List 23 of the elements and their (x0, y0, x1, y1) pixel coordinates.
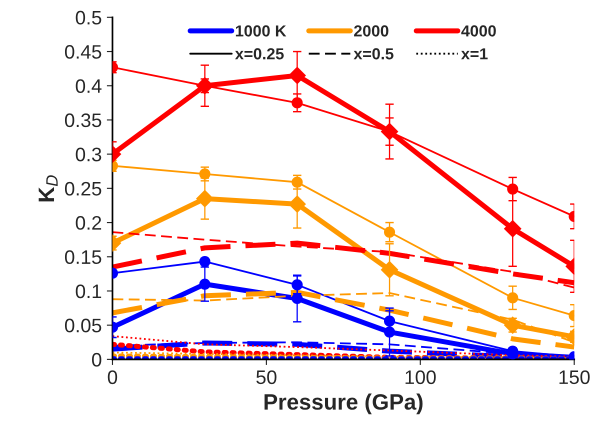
y-tick-label: 0.05 (64, 318, 102, 332)
y-tick-label: 0.2 (76, 216, 102, 230)
y-tick-label: 0.4 (76, 79, 102, 93)
y-tick-label: 0.25 (64, 182, 102, 196)
annotation: x=1 (461, 48, 488, 60)
y-tick-label: 0.15 (64, 250, 102, 264)
annotation: x=0.5 (354, 48, 394, 60)
annotation: x=0.25 (235, 48, 284, 60)
y-axis-title: K$_{D}$ (38, 175, 58, 202)
legend-label: 4000 (461, 25, 496, 37)
x-tick-label: 150 (560, 370, 590, 384)
x-tick-label: 0 (108, 370, 118, 384)
y-tick-label: 0 (92, 352, 102, 367)
y-tick-label: 0.3 (76, 148, 102, 162)
x-tick-label: 100 (406, 370, 436, 384)
y-tick-label: 0.45 (64, 44, 102, 59)
x-axis-title: Pressure (GPa) (264, 393, 423, 414)
y-tick-label: 0.5 (76, 10, 102, 25)
x-tick-label: 50 (256, 370, 276, 384)
legend-label: 1000 K (236, 25, 286, 37)
legend-label: 2000 (354, 25, 388, 37)
y-tick-label: 0.35 (64, 113, 102, 128)
y-tick-label: 0.1 (76, 284, 102, 298)
